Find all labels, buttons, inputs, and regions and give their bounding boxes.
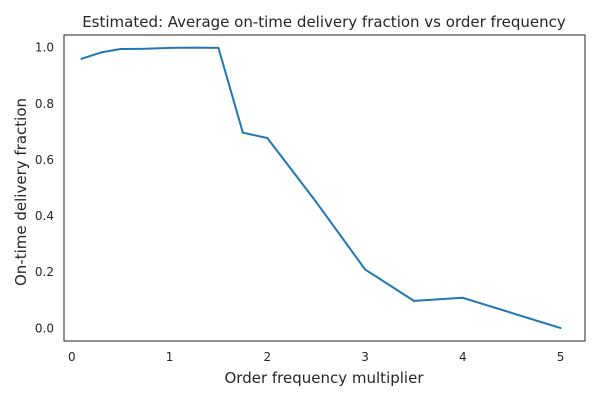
data-point-0-12: [461, 296, 464, 299]
data-point-0-4: [168, 47, 171, 49]
data-point-0-3: [144, 47, 147, 50]
data-point-0-10: [364, 268, 366, 271]
x-tick-label-2: 2: [263, 350, 271, 364]
y-tick-label-3: 0.6: [35, 153, 54, 167]
x-tick-label-4: 4: [459, 350, 467, 364]
y-tick-label-2: 0.4: [35, 209, 54, 223]
data-point-0-8: [266, 137, 269, 139]
series-layer: [80, 46, 562, 330]
y-axis-label: On-time delivery fraction: [12, 98, 30, 286]
x-tick-label-0: 0: [68, 350, 76, 364]
data-point-0-6: [217, 47, 220, 49]
x-tick-label-3: 3: [361, 350, 369, 364]
data-point-0-5: [193, 46, 195, 49]
x-axis-label: Order frequency multiplier: [225, 369, 425, 387]
plot-frame: [63, 34, 586, 342]
data-point-0-11: [413, 299, 415, 302]
y-tick-label-0: 0.0: [35, 321, 54, 335]
data-point-0-2: [119, 48, 122, 50]
y-tick-label-1: 0.2: [35, 265, 54, 279]
chart-title: Estimated: Average on-time delivery frac…: [82, 13, 566, 31]
data-point-0-1: [100, 51, 103, 54]
data-point-0-9: [315, 201, 318, 203]
x-tick-label-5: 5: [557, 350, 565, 364]
data-point-0-13: [559, 327, 562, 329]
data-point-0-7: [241, 131, 244, 134]
y-tick-label-4: 0.8: [35, 97, 54, 111]
x-tick-label-1: 1: [166, 350, 174, 364]
series-line-0: [80, 46, 562, 330]
y-tick-label-5: 1.0: [35, 41, 54, 55]
axis-layer: 0 1 2 3 4 5 0.0 0.2 0.4 0.6 0.8 1.0: [35, 34, 586, 364]
data-point-0-0: [80, 57, 83, 60]
